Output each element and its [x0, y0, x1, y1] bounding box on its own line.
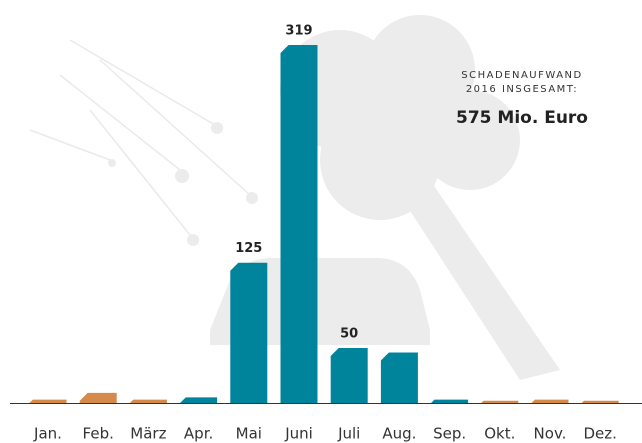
x-tick-label: Juli	[337, 425, 360, 443]
x-tick-label: Jan.	[33, 425, 62, 443]
annotation-line: SCHADENAUFWAND	[461, 70, 582, 81]
x-tick-label: Nov.	[534, 425, 567, 443]
annotation-total: 575 Mio. Euro	[456, 108, 588, 128]
bar	[79, 392, 117, 403]
value-label: 125	[235, 241, 262, 256]
bar	[280, 45, 318, 403]
x-tick-label: Apr.	[184, 425, 213, 443]
x-tick-label: Sep.	[433, 425, 466, 443]
value-label: 319	[285, 24, 312, 39]
bar	[531, 399, 569, 403]
annotation: SCHADENAUFWAND 2016 INSGESAMT: 575 Mio. …	[456, 70, 588, 128]
value-label: 50	[340, 327, 358, 342]
x-tick-label: Feb.	[83, 425, 114, 443]
bar	[29, 399, 67, 403]
x-tick-label: März	[130, 425, 166, 443]
x-tick-label: Okt.	[484, 425, 515, 443]
bar	[330, 348, 368, 403]
x-tick-label: Aug.	[382, 425, 416, 443]
bar	[129, 399, 167, 403]
bar	[380, 352, 418, 403]
annotation-line: 2016 INSGESAMT:	[466, 84, 578, 95]
bar	[230, 262, 268, 403]
bar	[581, 400, 619, 403]
x-tick-label: Mai	[236, 425, 262, 443]
x-tick-label: Juni	[284, 425, 313, 443]
bar	[431, 399, 469, 403]
bar	[481, 400, 519, 403]
bar	[180, 397, 218, 403]
x-tick-label: Dez.	[583, 425, 616, 443]
